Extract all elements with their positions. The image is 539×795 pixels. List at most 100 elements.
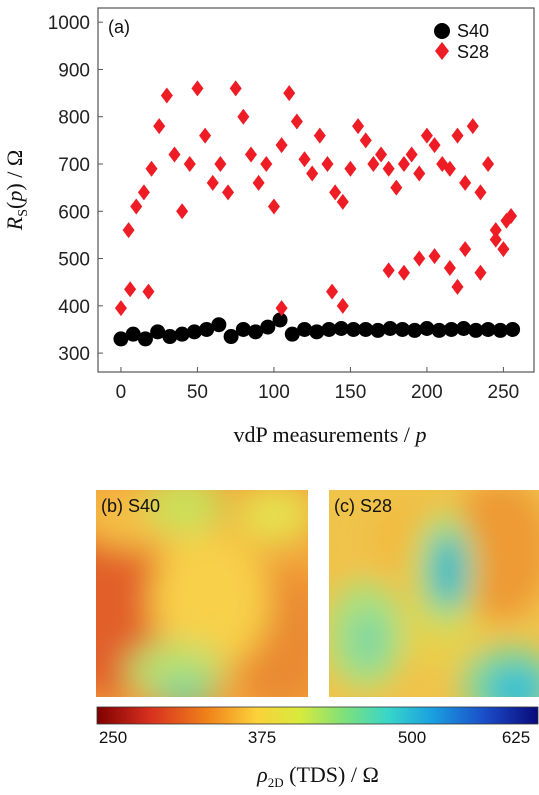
y-tick-label: 900 xyxy=(58,60,90,81)
s40-point xyxy=(321,321,337,337)
s40-point xyxy=(345,321,361,337)
s28-point xyxy=(390,179,403,196)
s28-point xyxy=(352,118,365,135)
s28-point xyxy=(344,160,357,177)
s28-point xyxy=(482,156,495,172)
s28-point xyxy=(443,160,456,177)
s28-point xyxy=(275,137,288,154)
y-tick-label: 700 xyxy=(58,155,90,176)
s28-point xyxy=(206,174,219,191)
legend: S40 S28 xyxy=(434,21,489,62)
s40-point xyxy=(223,329,239,345)
panel-label-c: (c) S28 xyxy=(334,496,392,516)
s40-point xyxy=(480,321,496,337)
s28-point xyxy=(290,113,303,130)
s28-point xyxy=(237,108,250,125)
s28-point xyxy=(382,160,395,177)
colorbar: 250 375 500 625 ρ2D (TDS) / Ω xyxy=(96,706,539,790)
s28-point xyxy=(313,127,326,144)
s28-point xyxy=(160,87,173,104)
s28-point xyxy=(244,146,257,163)
s40-point xyxy=(309,324,325,340)
s28-point xyxy=(326,283,339,300)
y-axis: 300 400 500 600 700 800 900 1000 xyxy=(48,13,103,365)
s40-point xyxy=(468,322,484,338)
s28-point xyxy=(298,151,311,168)
s28-point xyxy=(336,193,349,210)
s40-point xyxy=(407,322,423,338)
s28-point xyxy=(459,174,472,191)
y-tick-label: 300 xyxy=(58,344,90,365)
y-axis-label: RS(p) / Ω xyxy=(2,150,31,231)
s28-point xyxy=(329,184,342,201)
s28-point xyxy=(405,146,418,163)
colorbar-label: ρ2D (TDS) / Ω xyxy=(256,762,379,790)
s28-point xyxy=(474,264,487,281)
s28-point xyxy=(420,127,433,144)
s40-point xyxy=(431,322,447,338)
s40-point xyxy=(370,322,386,338)
s28-point xyxy=(489,231,502,248)
y-tick-label: 1000 xyxy=(48,13,90,34)
s28-point xyxy=(191,80,204,97)
s28-point xyxy=(214,156,227,172)
colorbar-tick-375: 375 xyxy=(248,728,276,747)
s28-point xyxy=(130,198,143,215)
panel-label-a: (a) xyxy=(108,17,130,37)
s28-point xyxy=(375,146,388,163)
s40-point xyxy=(272,312,288,328)
x-tick-label: 250 xyxy=(488,382,520,403)
s40-point xyxy=(162,329,178,345)
s40-point xyxy=(260,319,276,335)
x-tick-label: 50 xyxy=(187,382,208,403)
heatmap-s28: (c) S28 xyxy=(329,490,539,697)
s28-point xyxy=(114,300,127,317)
s40-point xyxy=(492,322,508,338)
data-points xyxy=(113,80,521,347)
s28-point xyxy=(142,283,155,300)
colorbar-tick-625: 625 xyxy=(502,728,530,747)
x-tick-label: 100 xyxy=(258,382,290,403)
colorbar-tick-500: 500 xyxy=(398,728,426,747)
s28-point xyxy=(413,165,426,182)
legend-label-s28: S28 xyxy=(457,42,489,62)
s40-point xyxy=(443,321,459,337)
s40-point xyxy=(113,331,129,347)
s40-point xyxy=(235,321,251,337)
s28-point xyxy=(222,184,235,201)
s40-point xyxy=(199,321,215,337)
s40-point xyxy=(284,326,300,342)
s28-point xyxy=(168,146,181,163)
s40-point xyxy=(333,321,349,337)
s28-point xyxy=(183,156,196,172)
s28-point xyxy=(413,250,426,267)
s28-point xyxy=(229,80,242,97)
s40-point xyxy=(174,326,190,342)
s28-point xyxy=(199,127,212,144)
x-tick-label: 150 xyxy=(335,382,367,403)
s28-point xyxy=(451,127,464,144)
s40-point xyxy=(456,321,472,337)
colorbar-gradient xyxy=(96,706,539,725)
y-tick-label: 400 xyxy=(58,297,90,318)
s28-point xyxy=(474,184,487,201)
legend-marker-s40 xyxy=(434,23,450,39)
s28-point xyxy=(306,165,319,182)
colorbar-tick-250: 250 xyxy=(99,728,127,747)
heatmap-s40: (b) S40 xyxy=(96,490,308,697)
s28-point xyxy=(336,297,349,314)
x-axis-label: vdP measurements / p xyxy=(234,422,427,447)
s40-point xyxy=(419,321,435,337)
s28-point xyxy=(359,132,372,149)
s28-point xyxy=(500,212,513,229)
s40-point xyxy=(186,324,202,340)
s28-point xyxy=(145,160,158,177)
s40-point xyxy=(248,324,264,340)
s40-point xyxy=(297,321,313,337)
legend-marker-s28 xyxy=(435,42,449,60)
x-tick-label: 200 xyxy=(411,382,443,403)
y-tick-label: 500 xyxy=(58,250,90,271)
s28-point xyxy=(459,241,472,258)
s28-point xyxy=(466,118,479,135)
legend-label-s40: S40 xyxy=(457,21,489,41)
